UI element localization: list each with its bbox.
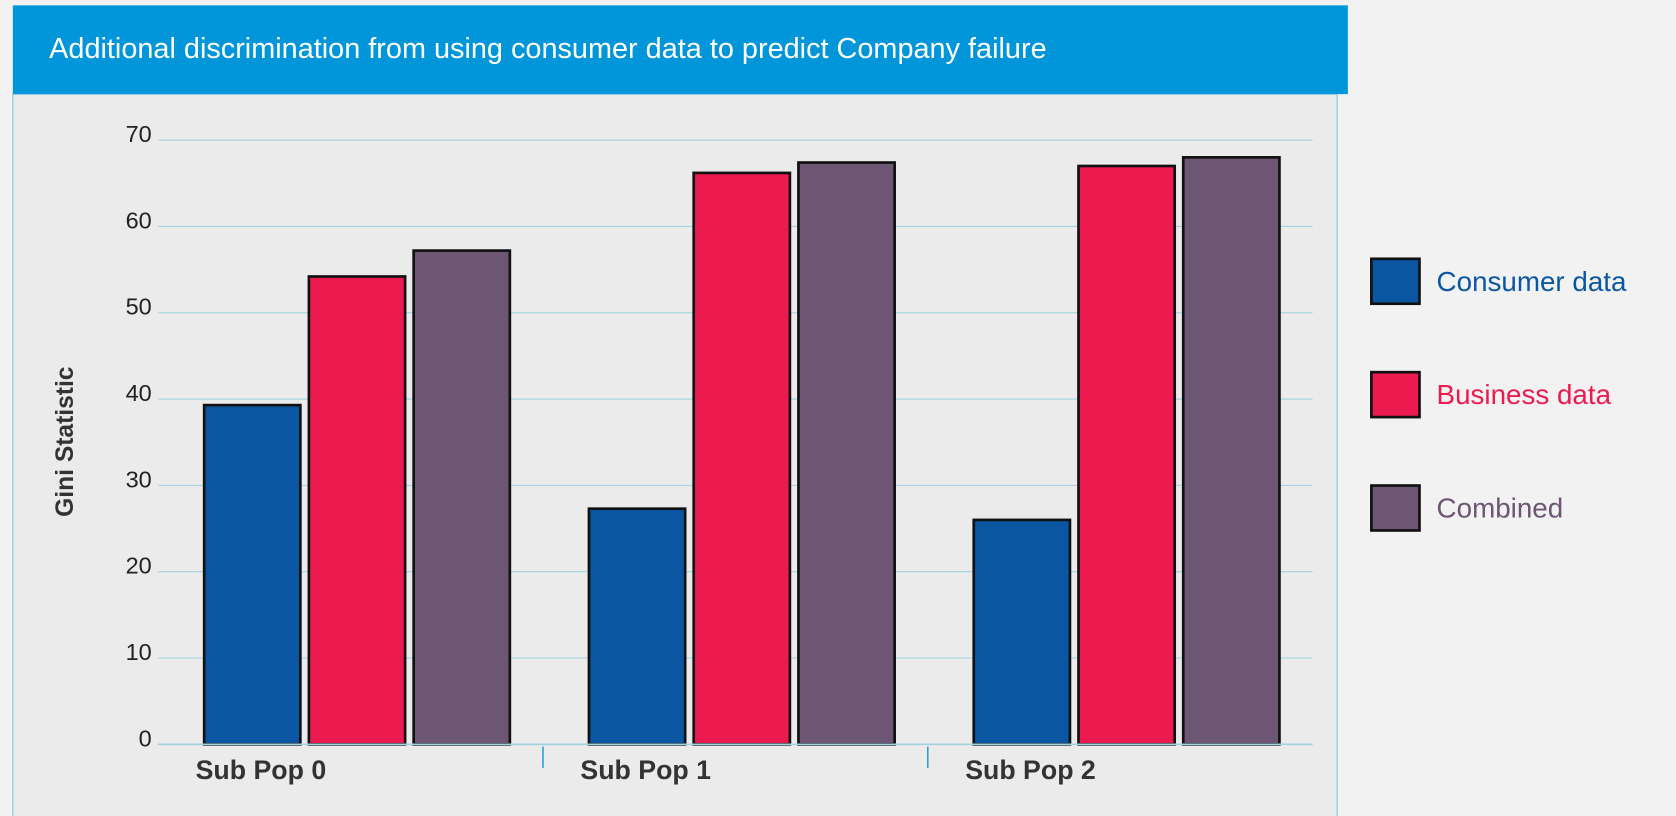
x-tick-label: Sub Pop 0: [196, 755, 327, 785]
bar: [307, 275, 407, 746]
y-tick-label: 10: [126, 639, 152, 665]
y-tick-label: 60: [126, 207, 152, 233]
bar: [202, 403, 302, 746]
y-tick-label: 40: [126, 380, 152, 406]
legend-swatch: [1370, 370, 1421, 419]
x-tick-label: Sub Pop 2: [965, 755, 1096, 785]
plot-area: 0 10 20 30 40 50 60 70 Sub Pop 0 Sub Pop 1 Sub Pop…: [126, 121, 1627, 785]
bar: [972, 518, 1072, 746]
bar: [587, 507, 687, 746]
legend-label: Business data: [1437, 379, 1612, 410]
y-tick-label: 70: [126, 121, 152, 147]
bar: [412, 249, 512, 746]
legend-swatch: [1370, 484, 1421, 532]
bar: [1077, 164, 1177, 746]
y-tick-label: 20: [126, 553, 152, 579]
y-tick-label: 30: [126, 466, 152, 492]
legend-label: Consumer data: [1437, 266, 1627, 297]
chart-title: Additional discrimination from using con…: [49, 33, 1046, 65]
y-tick-label: 50: [126, 294, 152, 320]
bar: [1181, 156, 1281, 746]
y-axis-label: Gini Statistic: [52, 367, 79, 517]
bar: [692, 171, 792, 746]
bar: [797, 161, 896, 746]
y-tick-label: 0: [139, 725, 152, 751]
legend-swatch: [1370, 257, 1421, 306]
title-bar: [12, 5, 1348, 95]
legend-label: Combined: [1437, 492, 1564, 523]
x-tick-label: Sub Pop 1: [580, 755, 711, 785]
